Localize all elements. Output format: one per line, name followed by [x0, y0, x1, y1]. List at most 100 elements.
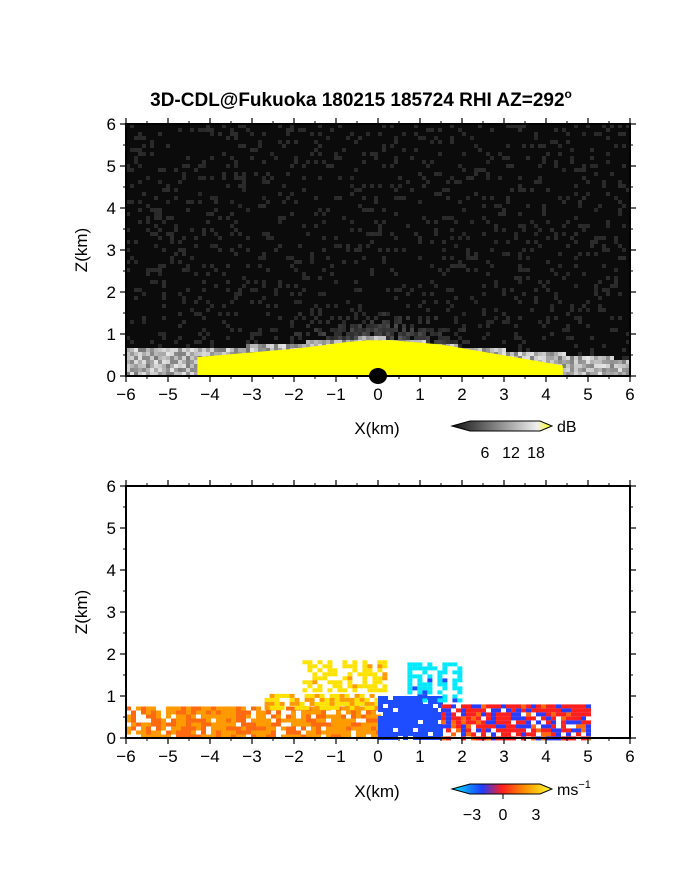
heatmap-cell: [198, 296, 202, 300]
heatmap-cell: [462, 232, 466, 236]
velocity-cell: [361, 722, 366, 727]
heatmap-cell: [198, 192, 202, 196]
velocity-cell: [261, 734, 266, 739]
heatmap-cell: [554, 232, 558, 236]
velocity-cell: [408, 704, 413, 708]
velocity-cell: [367, 688, 373, 693]
heatmap-cell: [270, 236, 274, 240]
heatmap-cell: [474, 300, 478, 304]
heatmap-cell: [306, 344, 310, 348]
velocity-cell: [541, 724, 546, 729]
heatmap-cell: [358, 248, 362, 252]
heatmap-cell: [166, 200, 170, 204]
heatmap-cell: [430, 280, 434, 284]
velocity-cell: [211, 714, 216, 719]
heatmap-cell: [398, 336, 402, 340]
heatmap-cell: [186, 288, 190, 292]
velocity-cell: [226, 734, 231, 739]
velocity-cell: [191, 718, 196, 723]
velocity-cell: [422, 694, 428, 699]
heatmap-cell: [526, 156, 530, 160]
velocity-cell: [417, 686, 423, 691]
heatmap-cell: [194, 272, 198, 276]
heatmap-cell: [598, 372, 602, 376]
heatmap-cell: [382, 208, 386, 212]
heatmap-cell: [262, 280, 266, 284]
heatmap-cell: [434, 228, 438, 232]
heatmap-cell: [614, 364, 618, 368]
heatmap-cell: [346, 316, 350, 320]
velocity-cell: [216, 714, 221, 719]
heatmap-cell: [590, 240, 594, 244]
velocity-cell: [372, 680, 378, 685]
velocity-cell: [417, 690, 423, 695]
heatmap-cell: [294, 260, 298, 264]
heatmap-cell: [442, 248, 446, 252]
velocity-cell: [461, 724, 466, 729]
velocity-cell: [331, 730, 336, 735]
y-tick-label: 2: [107, 283, 116, 302]
heatmap-cell: [182, 352, 186, 356]
heatmap-cell: [186, 360, 190, 364]
velocity-cell: [561, 704, 566, 709]
velocity-cell: [388, 720, 393, 724]
heatmap-cell: [338, 176, 342, 180]
y-tick-label: 1: [107, 687, 116, 706]
heatmap-cell: [138, 148, 142, 152]
velocity-cell: [561, 720, 566, 725]
velocity-cell: [491, 716, 496, 721]
velocity-cell: [506, 724, 511, 729]
x-tick-label: −5: [158, 747, 177, 766]
velocity-cell: [377, 680, 383, 685]
heatmap-cell: [594, 240, 598, 244]
heatmap-cell: [538, 180, 542, 184]
velocity-cell: [332, 684, 338, 689]
heatmap-cell: [298, 332, 302, 336]
heatmap-cell: [402, 148, 406, 152]
velocity-cell: [284, 693, 290, 698]
heatmap-cell: [306, 276, 310, 280]
heatmap-cell: [162, 368, 166, 372]
velocity-cell: [407, 682, 413, 687]
heatmap-cell: [238, 184, 242, 188]
heatmap-cell: [602, 248, 606, 252]
heatmap-cell: [518, 212, 522, 216]
heatmap-cell: [166, 188, 170, 192]
heatmap-cell: [214, 196, 218, 200]
y-tick-label: 4: [107, 199, 116, 218]
heatmap-cell: [274, 328, 278, 332]
heatmap-cell: [242, 184, 246, 188]
velocity-cell: [231, 726, 236, 731]
heatmap-cell: [506, 124, 510, 128]
heatmap-cell: [566, 312, 570, 316]
heatmap-cell: [438, 336, 442, 340]
velocity-cell: [576, 712, 581, 717]
velocity-cell: [383, 696, 388, 700]
heatmap-cell: [486, 260, 490, 264]
heatmap-cell: [434, 300, 438, 304]
heatmap-cell: [330, 272, 334, 276]
velocity-cell: [131, 718, 136, 723]
heatmap-cell: [126, 212, 130, 216]
heatmap-cell: [482, 348, 486, 352]
heatmap-cell: [566, 328, 570, 332]
heatmap-cell: [422, 332, 426, 336]
heatmap-cell: [166, 216, 170, 220]
heatmap-cell: [290, 320, 294, 324]
heatmap-cell: [318, 292, 322, 296]
velocity-cell: [351, 718, 356, 723]
heatmap-cell: [202, 128, 206, 132]
velocity-cell: [476, 712, 481, 717]
velocity-cell: [442, 694, 448, 699]
velocity-cell: [371, 722, 376, 727]
velocity-cell: [546, 728, 551, 733]
heatmap-cell: [306, 332, 310, 336]
heatmap-cell: [518, 276, 522, 280]
velocity-cell: [136, 730, 141, 735]
velocity-cell: [362, 672, 368, 677]
heatmap-cell: [402, 336, 406, 340]
velocity-cell: [349, 705, 355, 710]
heatmap-cell: [186, 352, 190, 356]
heatmap-cell: [554, 292, 558, 296]
velocity-cell: [456, 716, 461, 721]
